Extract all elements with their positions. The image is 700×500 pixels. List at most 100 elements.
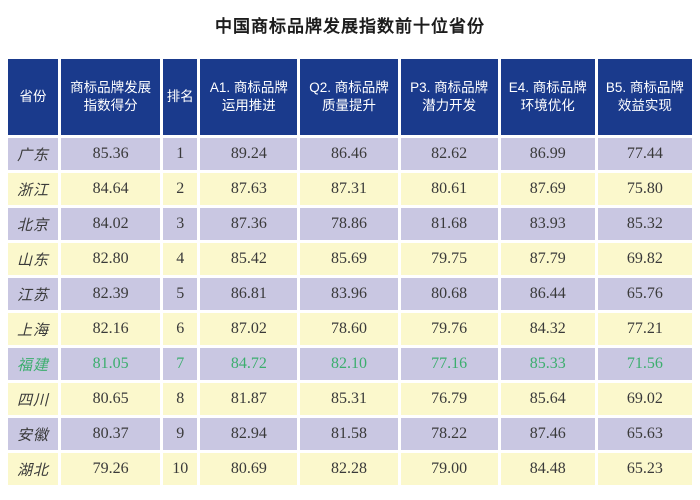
table-row: 广东 85.36 1 89.24 86.46 82.62 86.99 77.44 xyxy=(8,138,692,170)
cell-province: 上海 xyxy=(8,313,59,345)
cell-p3: 78.22 xyxy=(400,418,498,450)
col-header-q2: Q2. 商标品牌质量提升 xyxy=(300,59,398,135)
cell-b5: 65.63 xyxy=(597,418,692,450)
cell-a1: 87.02 xyxy=(200,313,298,345)
cell-score: 80.65 xyxy=(61,383,161,415)
cell-rank: 8 xyxy=(163,383,198,415)
cell-p3: 82.62 xyxy=(400,138,498,170)
cell-province: 山东 xyxy=(8,243,59,275)
cell-province: 江苏 xyxy=(8,278,59,310)
cell-score: 81.05 xyxy=(61,348,161,380)
page-title: 中国商标品牌发展指数前十位省份 xyxy=(215,17,485,36)
cell-rank: 4 xyxy=(163,243,198,275)
cell-score: 84.64 xyxy=(61,173,161,205)
cell-a1: 87.36 xyxy=(200,208,298,240)
cell-q2: 85.31 xyxy=(300,383,398,415)
cell-q2: 81.58 xyxy=(300,418,398,450)
table-row: 北京 84.02 3 87.36 78.86 81.68 83.93 85.32 xyxy=(8,208,692,240)
col-header-rank: 排名 xyxy=(163,59,198,135)
cell-a1: 89.24 xyxy=(200,138,298,170)
cell-q2: 83.96 xyxy=(300,278,398,310)
cell-e4: 83.93 xyxy=(500,208,595,240)
col-header-score: 商标品牌发展指数得分 xyxy=(61,59,161,135)
cell-e4: 87.46 xyxy=(500,418,595,450)
cell-rank: 10 xyxy=(163,453,198,485)
cell-b5: 77.21 xyxy=(597,313,692,345)
cell-e4: 87.79 xyxy=(500,243,595,275)
cell-a1: 81.87 xyxy=(200,383,298,415)
cell-e4: 85.33 xyxy=(500,348,595,380)
cell-q2: 82.28 xyxy=(300,453,398,485)
cell-province: 福建 xyxy=(8,348,59,380)
cell-rank: 3 xyxy=(163,208,198,240)
cell-score: 84.02 xyxy=(61,208,161,240)
cell-b5: 65.23 xyxy=(597,453,692,485)
col-header-p3: P3. 商标品牌潜力开发 xyxy=(400,59,498,135)
cell-q2: 78.86 xyxy=(300,208,398,240)
cell-q2: 87.31 xyxy=(300,173,398,205)
cell-rank: 2 xyxy=(163,173,198,205)
cell-b5: 77.44 xyxy=(597,138,692,170)
cell-e4: 87.69 xyxy=(500,173,595,205)
cell-p3: 77.16 xyxy=(400,348,498,380)
cell-p3: 79.00 xyxy=(400,453,498,485)
cell-e4: 85.64 xyxy=(500,383,595,415)
table-row: 浙江 84.64 2 87.63 87.31 80.61 87.69 75.80 xyxy=(8,173,692,205)
table-row: 四川 80.65 8 81.87 85.31 76.79 85.64 69.02 xyxy=(8,383,692,415)
cell-score: 85.36 xyxy=(61,138,161,170)
cell-p3: 80.61 xyxy=(400,173,498,205)
col-header-a1: A1. 商标品牌运用推进 xyxy=(200,59,298,135)
cell-p3: 79.76 xyxy=(400,313,498,345)
cell-e4: 86.44 xyxy=(500,278,595,310)
cell-a1: 87.63 xyxy=(200,173,298,205)
cell-province: 北京 xyxy=(8,208,59,240)
ranking-table: 省份 商标品牌发展指数得分 排名 A1. 商标品牌运用推进 Q2. 商标品牌质量… xyxy=(5,56,695,488)
cell-province: 四川 xyxy=(8,383,59,415)
cell-rank: 1 xyxy=(163,138,198,170)
cell-p3: 76.79 xyxy=(400,383,498,415)
table-row-highlighted: 福建 81.05 7 84.72 82.10 77.16 85.33 71.56 xyxy=(8,348,692,380)
cell-province: 湖北 xyxy=(8,453,59,485)
cell-score: 82.39 xyxy=(61,278,161,310)
cell-p3: 79.75 xyxy=(400,243,498,275)
header-row: 省份 商标品牌发展指数得分 排名 A1. 商标品牌运用推进 Q2. 商标品牌质量… xyxy=(8,59,692,135)
cell-q2: 86.46 xyxy=(300,138,398,170)
col-header-e4: E4. 商标品牌环境优化 xyxy=(500,59,595,135)
cell-q2: 82.10 xyxy=(300,348,398,380)
cell-rank: 7 xyxy=(163,348,198,380)
cell-b5: 65.76 xyxy=(597,278,692,310)
cell-e4: 84.32 xyxy=(500,313,595,345)
cell-province: 广东 xyxy=(8,138,59,170)
cell-p3: 81.68 xyxy=(400,208,498,240)
cell-p3: 80.68 xyxy=(400,278,498,310)
table-row: 江苏 82.39 5 86.81 83.96 80.68 86.44 65.76 xyxy=(8,278,692,310)
cell-rank: 6 xyxy=(163,313,198,345)
col-header-province: 省份 xyxy=(8,59,59,135)
cell-a1: 85.42 xyxy=(200,243,298,275)
cell-rank: 9 xyxy=(163,418,198,450)
cell-a1: 84.72 xyxy=(200,348,298,380)
cell-e4: 86.99 xyxy=(500,138,595,170)
cell-b5: 69.82 xyxy=(597,243,692,275)
cell-b5: 85.32 xyxy=(597,208,692,240)
cell-province: 浙江 xyxy=(8,173,59,205)
cell-rank: 5 xyxy=(163,278,198,310)
cell-score: 82.80 xyxy=(61,243,161,275)
table-row: 湖北 79.26 10 80.69 82.28 79.00 84.48 65.2… xyxy=(8,453,692,485)
cell-score: 82.16 xyxy=(61,313,161,345)
col-header-b5: B5. 商标品牌效益实现 xyxy=(597,59,692,135)
cell-score: 79.26 xyxy=(61,453,161,485)
cell-b5: 75.80 xyxy=(597,173,692,205)
cell-score: 80.37 xyxy=(61,418,161,450)
table-row: 安徽 80.37 9 82.94 81.58 78.22 87.46 65.63 xyxy=(8,418,692,450)
cell-a1: 82.94 xyxy=(200,418,298,450)
table-row: 山东 82.80 4 85.42 85.69 79.75 87.79 69.82 xyxy=(8,243,692,275)
cell-q2: 78.60 xyxy=(300,313,398,345)
cell-province: 安徽 xyxy=(8,418,59,450)
table-row: 上海 82.16 6 87.02 78.60 79.76 84.32 77.21 xyxy=(8,313,692,345)
cell-a1: 86.81 xyxy=(200,278,298,310)
cell-q2: 85.69 xyxy=(300,243,398,275)
cell-b5: 71.56 xyxy=(597,348,692,380)
cell-a1: 80.69 xyxy=(200,453,298,485)
